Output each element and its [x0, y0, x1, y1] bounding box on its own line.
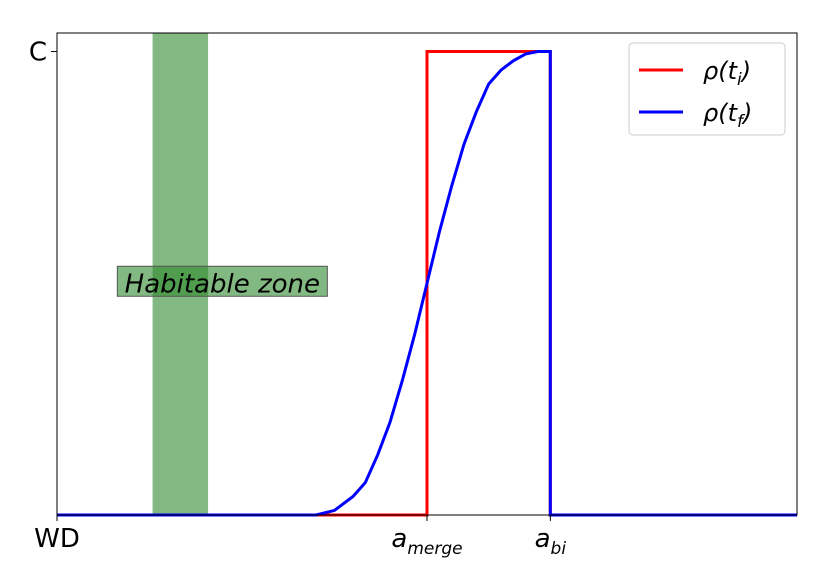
legend: ρ(ti) ρ(tf) — [628, 42, 786, 136]
y-tick-label-1: C — [29, 38, 47, 68]
legend-label-close-2: ) — [741, 99, 752, 127]
legend-label-2: ρ(tf) — [703, 99, 752, 132]
x-tick-label-3: abi — [535, 524, 567, 559]
legend-label-close-1: ) — [740, 57, 751, 85]
habitable-zone-label-box — [116, 265, 328, 297]
legend-label-subscript-2: f — [737, 112, 746, 132]
x-tick-label-subscript-3: bi — [551, 539, 567, 559]
x-tick-label-subscript-2: merge — [407, 539, 462, 559]
habitable-zone-label-layer: Habitable zone — [116, 265, 328, 299]
legend-label-subscript-1: i — [737, 70, 742, 90]
series-line-2 — [57, 50, 797, 517]
legend-label-1: ρ(ti) — [703, 57, 751, 90]
x-tick-label-2: amerge — [391, 524, 462, 559]
x-tick-label-1: WD — [34, 524, 80, 554]
habitable-zone-label: Habitable zone — [125, 269, 320, 299]
